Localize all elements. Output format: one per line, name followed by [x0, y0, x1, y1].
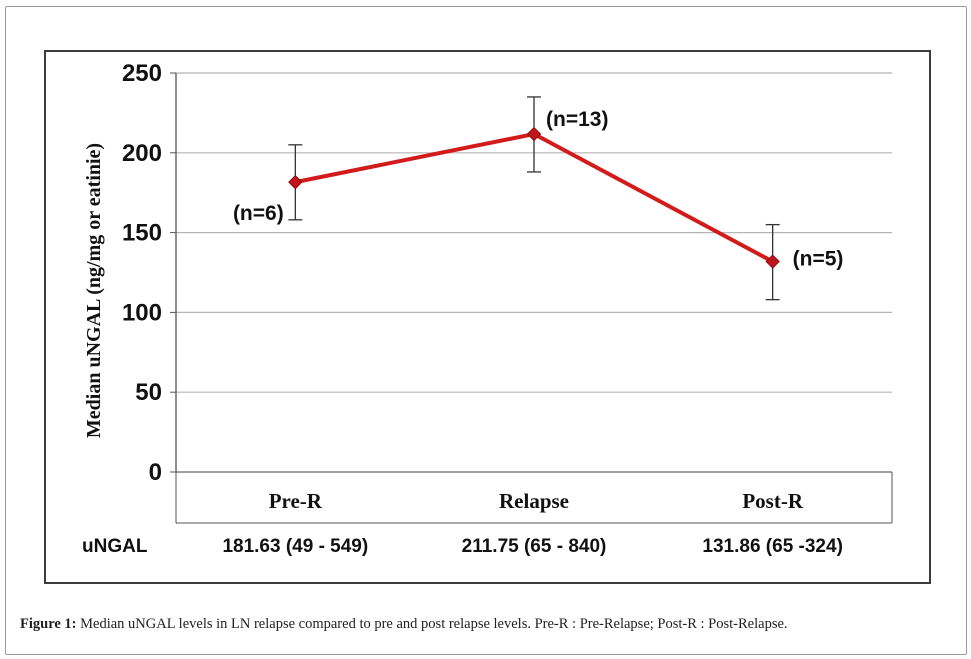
- y-tick-label-150: 150: [122, 220, 162, 247]
- y-tick-label-250: 250: [122, 60, 162, 87]
- y-tick-label-0: 0: [149, 459, 162, 486]
- x-category-label-1: Relapse: [499, 489, 569, 513]
- line-chart: 0 50 100 150 200 250 Median uNGAL (ng/mg or ea…: [82, 60, 893, 557]
- y-tick-label-50: 50: [135, 379, 162, 406]
- annotation-2: (n=5): [793, 248, 844, 271]
- annotation-1: (n=13): [546, 108, 608, 131]
- figure-caption: Figure 1: Median uNGAL levels in LN rela…: [20, 616, 960, 633]
- caption-text: Median uNGAL levels in LN relapse compar…: [80, 616, 788, 632]
- annotation-0: (n=6): [233, 202, 284, 225]
- table-cell-1: 211.75 (65 - 840): [462, 536, 607, 557]
- x-category-label-2: Post-R: [742, 489, 803, 513]
- y-tick-label-200: 200: [122, 140, 162, 167]
- table-cell-2: 131.86 (65 -324): [702, 536, 843, 557]
- data-point-0: [288, 174, 303, 190]
- table-row-label: uNGAL: [82, 536, 148, 557]
- x-category-label-0: Pre-R: [269, 489, 323, 513]
- y-axis-label: Median uNGAL (ng/mg or eatinie): [83, 143, 105, 438]
- table-cell-0: 181.63 (49 - 549): [222, 536, 368, 557]
- figure-container: 0 50 100 150 200 250 Median uNGAL (ng/mg or ea…: [5, 6, 967, 655]
- data-point-2: [765, 254, 780, 269]
- chart-frame: [44, 50, 931, 584]
- data-point-1: [526, 126, 542, 142]
- caption-label: Figure 1:: [20, 616, 77, 632]
- y-tick-label-100: 100: [122, 299, 162, 326]
